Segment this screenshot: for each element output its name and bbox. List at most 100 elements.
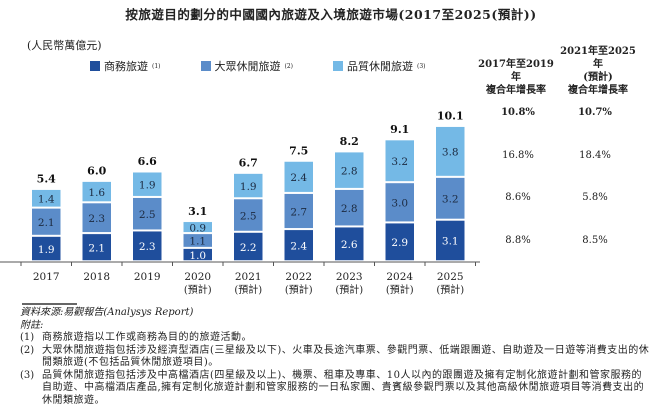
x-tick-sublabel: (預計) (285, 283, 313, 296)
legend-label-business: 商務旅遊 (104, 60, 148, 73)
bar-segment (31, 236, 61, 261)
bar-segment (334, 189, 364, 226)
legend-label-quality-leisure: 品質休閒旅遊 (347, 60, 413, 73)
legend-swatch-quality-leisure (333, 61, 343, 71)
bar-segment (132, 171, 162, 197)
legend: 商務旅遊 (1) 大眾休閒旅遊 (2) 品質休閒旅遊 (3) (90, 58, 426, 74)
bar-segment (183, 248, 213, 261)
bar-value-label: 1.9 (240, 181, 257, 193)
bar-segment (183, 221, 213, 233)
note-2-number: (2) (20, 344, 35, 356)
bar-segment (284, 193, 314, 229)
bar-segment (385, 182, 415, 222)
bar-segment (82, 181, 112, 202)
cagr-business-2017-2019: 8.8% (505, 235, 531, 246)
bar-value-label: 3.1 (442, 236, 459, 248)
bar-value-label: 2.6 (341, 239, 358, 251)
legend-note-mass-leisure: (2) (284, 62, 294, 70)
bar-total-label: 6.0 (87, 165, 106, 178)
bar-value-label: 2.4 (290, 240, 307, 252)
bar-total-label: 10.1 (437, 110, 464, 123)
legend-note-quality-leisure: (3) (417, 62, 426, 70)
bar-segment (82, 202, 112, 233)
bar-value-label: 1.1 (189, 236, 206, 248)
x-tick-label: 2024 (386, 271, 413, 283)
bar-total-label: 7.5 (289, 145, 308, 158)
cagr-business-2021-2025: 8.5% (582, 235, 608, 246)
legend-label-mass-leisure: 大眾休閒旅遊 (214, 60, 281, 73)
notes-label: 附註: (20, 319, 44, 331)
x-tick-label: 2023 (336, 271, 363, 283)
bar-total-label: 6.6 (138, 155, 157, 168)
source-line: 資料來源:易觀報告(Analysys Report) (20, 307, 194, 318)
bar-total-label: 8.2 (340, 135, 359, 148)
bar-value-label: 1.6 (88, 187, 105, 199)
bar-value-label: 3.0 (391, 198, 408, 210)
bar-segment (233, 198, 263, 232)
bar-segment (435, 177, 465, 220)
x-tick-sublabel: (預計) (184, 283, 212, 296)
note-2-text: 大眾休閒旅遊指包括涉及經濟型酒店(三星級及以下)、火車及長途汽車票、參觀門票、低… (42, 344, 650, 369)
bar-value-label: 2.9 (391, 237, 408, 249)
legend-note-business: (1) (152, 62, 161, 70)
bar-value-label: 1.9 (38, 244, 55, 256)
note-3-number: (3) (20, 369, 35, 381)
bar-value-label: 2.2 (240, 242, 257, 254)
bar-total-label: 6.7 (239, 157, 258, 170)
bar-value-label: 2.7 (290, 206, 307, 218)
bar-value-label: 1.9 (139, 179, 156, 191)
legend-item-mass-leisure: 大眾休閒旅遊 (2) (200, 58, 294, 74)
bar-value-label: 2.3 (88, 213, 105, 225)
note-1-number: (1) (20, 332, 35, 343)
note-3-text: 品質休閒旅遊指包括涉及中高檔酒店(四星級及以上)、機票、租車及專車、10人以內的… (42, 369, 645, 406)
cagr-header-2021-2025-line3: 複合年增長率 (568, 85, 628, 96)
unit-label: (人民幣萬億元) (27, 39, 102, 52)
bar-segment (183, 233, 213, 248)
cagr-total-2017-2019: 10.8% (501, 107, 535, 118)
bar-value-label: 3.2 (442, 194, 459, 206)
cagr-header-2017-2019-line1: 2017年至2019年 (478, 59, 554, 83)
x-tick-sublabel: (預計) (234, 283, 262, 296)
x-tick-label: 2018 (83, 271, 110, 283)
cagr-header-2017-2019-line2: 複合年增長率 (486, 85, 546, 96)
bar-value-label: 2.8 (341, 203, 358, 215)
cagr-mass-2017-2019: 8.6% (505, 192, 531, 203)
bar-segment (385, 139, 415, 182)
bar-segment (435, 220, 465, 261)
footer-rule (22, 303, 77, 305)
bar-total-label: 3.1 (188, 205, 207, 218)
bar-value-label: 2.5 (139, 209, 156, 221)
legend-swatch-business (90, 61, 100, 71)
bar-segment (284, 161, 314, 193)
bar-total-label: 5.4 (37, 173, 56, 186)
bar-value-label: 0.9 (189, 222, 206, 234)
bar-segment (132, 197, 162, 230)
bar-value-label: 2.1 (38, 217, 55, 229)
bar-value-label: 1.4 (38, 194, 55, 206)
legend-item-quality-leisure: 品質休閒旅遊 (3) (333, 58, 426, 74)
note-3: (3) 品質休閒旅遊指包括涉及中高檔酒店(四星級及以上)、機票、租車及專車、10… (20, 370, 650, 408)
x-tick-label: 2017 (33, 271, 60, 283)
cagr-header-2017-2019: 2017年至2019年 複合年增長率 (476, 58, 556, 97)
bar-value-label: 2.5 (240, 210, 257, 222)
bar-value-label: 2.4 (290, 172, 307, 184)
cagr-total-2021-2025: 10.7% (578, 107, 612, 118)
bar-value-label: 2.1 (88, 242, 105, 254)
x-tick-sublabel: (預計) (436, 283, 464, 296)
bar-segment (82, 233, 112, 261)
note-1: (1) 商務旅遊指以工作或商務為目的的旅遊活動。 (20, 332, 650, 345)
bar-segment (233, 232, 263, 261)
bar-segment (132, 230, 162, 261)
x-tick-label: 2021 (235, 271, 262, 283)
stacked-bar-chart: 1.9 2.1 1.4 5.4 2017 2.1 2.3 1.6 6.0 2018 2.3 2.5 1.… (0, 110, 480, 296)
x-tick-sublabel: (預計) (335, 283, 363, 296)
bar-segment (334, 151, 364, 189)
bar-value-label: 3.2 (391, 156, 408, 168)
cagr-mass-2021-2025: 5.8% (582, 192, 608, 203)
cagr-header-2021-2025-line1: 2021年至2025年 (560, 46, 636, 70)
chart-title: 按旅遊目的劃分的中國國內旅遊及入境旅遊市場(2017至2025(預計)) (125, 7, 537, 22)
cagr-quality-2021-2025: 18.4% (579, 150, 611, 161)
bar-segment (233, 173, 263, 198)
legend-swatch-mass-leisure (200, 61, 211, 71)
bar-segment (334, 226, 364, 261)
